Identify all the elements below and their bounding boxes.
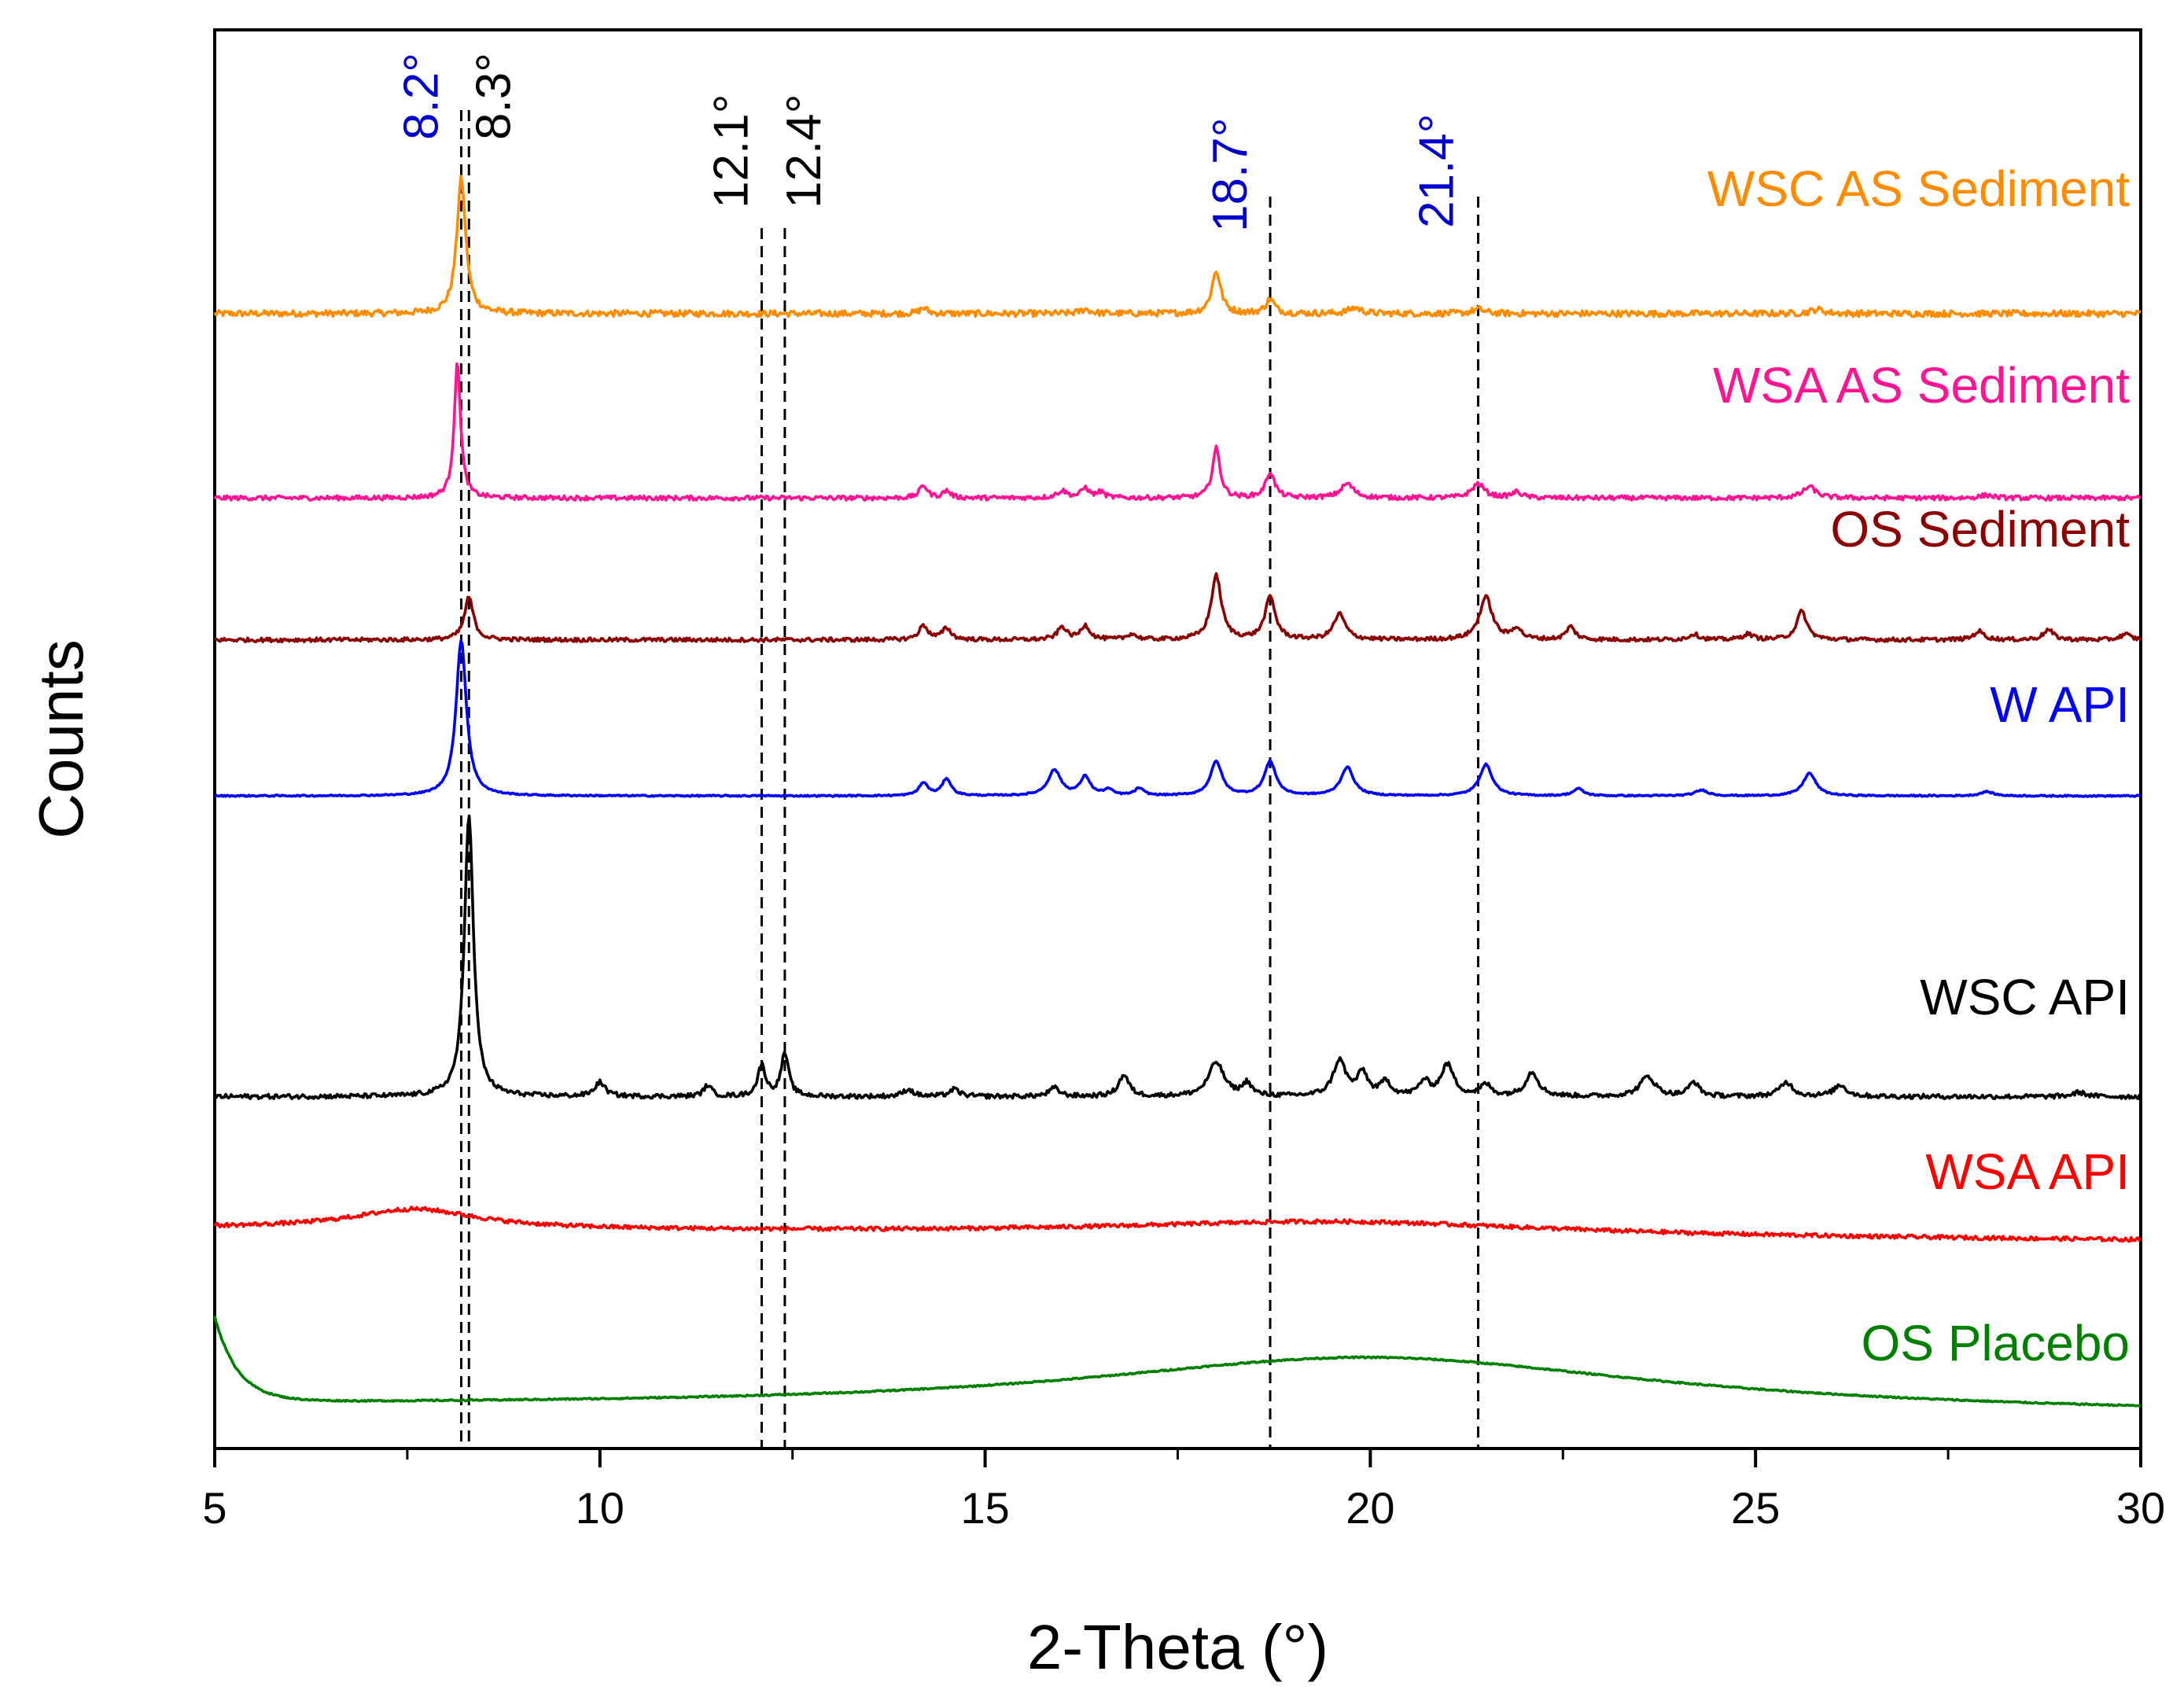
x-axis-title-text: 2-Theta (1027, 1612, 1261, 1682)
legend-label-wsc-as-sediment: WSC AS Sediment (1707, 160, 2130, 217)
legend-label-wsc-api: WSC API (1920, 969, 2130, 1025)
ref-label-8-2: 8.2° (394, 53, 448, 140)
series-line-wsa-as-sediment (213, 362, 2142, 502)
series-line-wsc-api (213, 814, 2142, 1100)
series-line-wsa-api (213, 1206, 2142, 1243)
x-tick-label: 10 (576, 1483, 624, 1533)
ref-label-18-7: 18.7° (1203, 118, 1258, 232)
ref-label-12-1: 12.1° (705, 94, 759, 208)
ref-label-12-4: 12.4° (777, 94, 831, 208)
x-tick-label: 15 (960, 1483, 1009, 1533)
legend-label-wsa-as-sediment: WSA AS Sediment (1713, 357, 2130, 414)
labels: 8.2° 8.3° 12.1° 12.4° 18.7° 21.4° WSC AS Sedim… (394, 53, 2130, 1371)
x-tick-label: 25 (1731, 1483, 1780, 1533)
legend-label-w-api: W API (1990, 676, 2130, 733)
ref-label-21-4: 21.4° (1410, 114, 1464, 228)
x-axis-title-unit: (°) (1261, 1612, 1328, 1682)
series-line-os-sediment (214, 572, 2142, 643)
x-tick-label: 20 (1346, 1483, 1394, 1533)
legend-label-wsa-api: WSA API (1925, 1143, 2130, 1200)
reference-lines (459, 110, 1480, 1447)
series-line-w-api (213, 639, 2142, 798)
x-tick-label: 5 (202, 1483, 227, 1533)
axes: 5 10 15 20 25 30 (202, 1449, 2165, 1533)
x-tick-label: 30 (2116, 1483, 2165, 1533)
ref-label-8-3: 8.3° (466, 53, 521, 140)
legend-label-os-placebo: OS Placebo (1861, 1315, 2130, 1371)
x-axis-title: 2-Theta (°) (1027, 1612, 1328, 1682)
y-axis-title: Counts (26, 639, 96, 838)
series-line-os-placebo (213, 1316, 2142, 1408)
series-group (213, 175, 2142, 1408)
legend-label-os-sediment: OS Sediment (1830, 501, 2130, 558)
series-line-wsc-as-sediment (213, 175, 2142, 318)
